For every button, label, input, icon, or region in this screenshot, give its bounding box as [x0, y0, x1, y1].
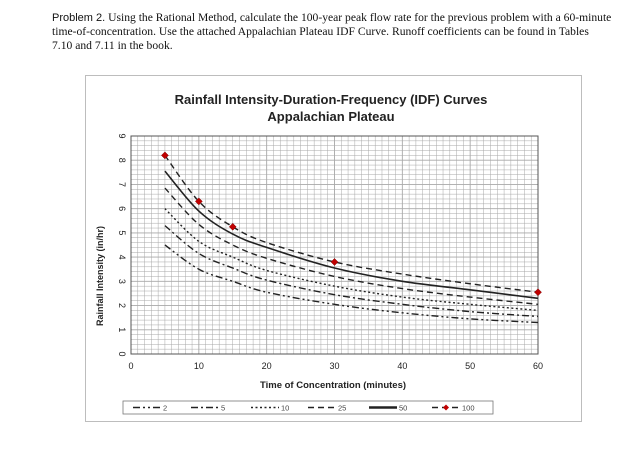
legend-label-2: 2 — [163, 404, 167, 413]
y-axis-label: Rainfall Intensity (in/hr) — [95, 226, 105, 326]
problem-statement: Problem 2. Using the Rational Method, ca… — [52, 11, 612, 54]
legend-label-5: 5 — [221, 404, 225, 413]
y-tick-label: 2 — [117, 303, 127, 308]
problem-text: Using the Rational Method, calculate the… — [52, 11, 612, 53]
x-tick-label: 20 — [262, 361, 272, 371]
data-marker-100 — [161, 151, 169, 160]
data-marker-100 — [228, 222, 237, 231]
series-line-100 — [164, 154, 539, 293]
chart-title: Rainfall Intensity-Duration-Frequency (I… — [175, 92, 488, 107]
plot-area: 0 10 20 30 40 50 60 0 1 2 3 4 5 6 7 8 9 — [117, 133, 543, 371]
x-tick-label: 0 — [128, 361, 133, 371]
legend-label-50: 50 — [399, 404, 407, 413]
legend-label-25: 25 — [338, 404, 346, 413]
problem-label: Problem 2. — [52, 12, 106, 24]
y-tick-label: 0 — [117, 351, 127, 356]
data-marker-100 — [330, 258, 339, 266]
x-axis-label: Time of Concentration (minutes) — [260, 380, 406, 391]
x-tick-label: 50 — [465, 361, 475, 371]
x-tick-label: 40 — [397, 361, 407, 371]
y-tick-label: 7 — [117, 182, 127, 187]
legend-label-100: 100 — [462, 404, 475, 413]
series-line-25 — [164, 187, 539, 306]
x-tick-label: 30 — [329, 361, 339, 371]
y-tick-label: 3 — [117, 279, 127, 284]
series-line-50 — [164, 170, 539, 300]
data-marker-100 — [194, 197, 203, 206]
idf-chart: Rainfall Intensity-Duration-Frequency (I… — [95, 92, 543, 415]
y-tick-label: 5 — [117, 230, 127, 235]
y-tick-label: 8 — [117, 158, 127, 163]
x-tick-label: 60 — [533, 361, 543, 371]
chart-subtitle: Appalachian Plateau — [267, 109, 394, 124]
legend-label-10: 10 — [281, 404, 289, 413]
data-marker-100 — [534, 288, 542, 297]
legend-marker-100 — [443, 404, 449, 411]
series-line-5 — [164, 225, 539, 318]
y-tick-label: 1 — [117, 327, 127, 332]
plot-border — [130, 135, 539, 355]
series-line-2 — [164, 244, 539, 324]
x-tick-label: 10 — [194, 361, 204, 371]
y-tick-label: 6 — [117, 206, 127, 211]
series-line-10 — [164, 208, 539, 312]
y-tick-label: 4 — [117, 255, 127, 260]
y-tick-label: 9 — [117, 133, 127, 138]
legend: 2 5 10 25 50 100 — [122, 400, 494, 415]
idf-chart-frame: Rainfall Intensity-Duration-Frequency (I… — [85, 75, 582, 422]
